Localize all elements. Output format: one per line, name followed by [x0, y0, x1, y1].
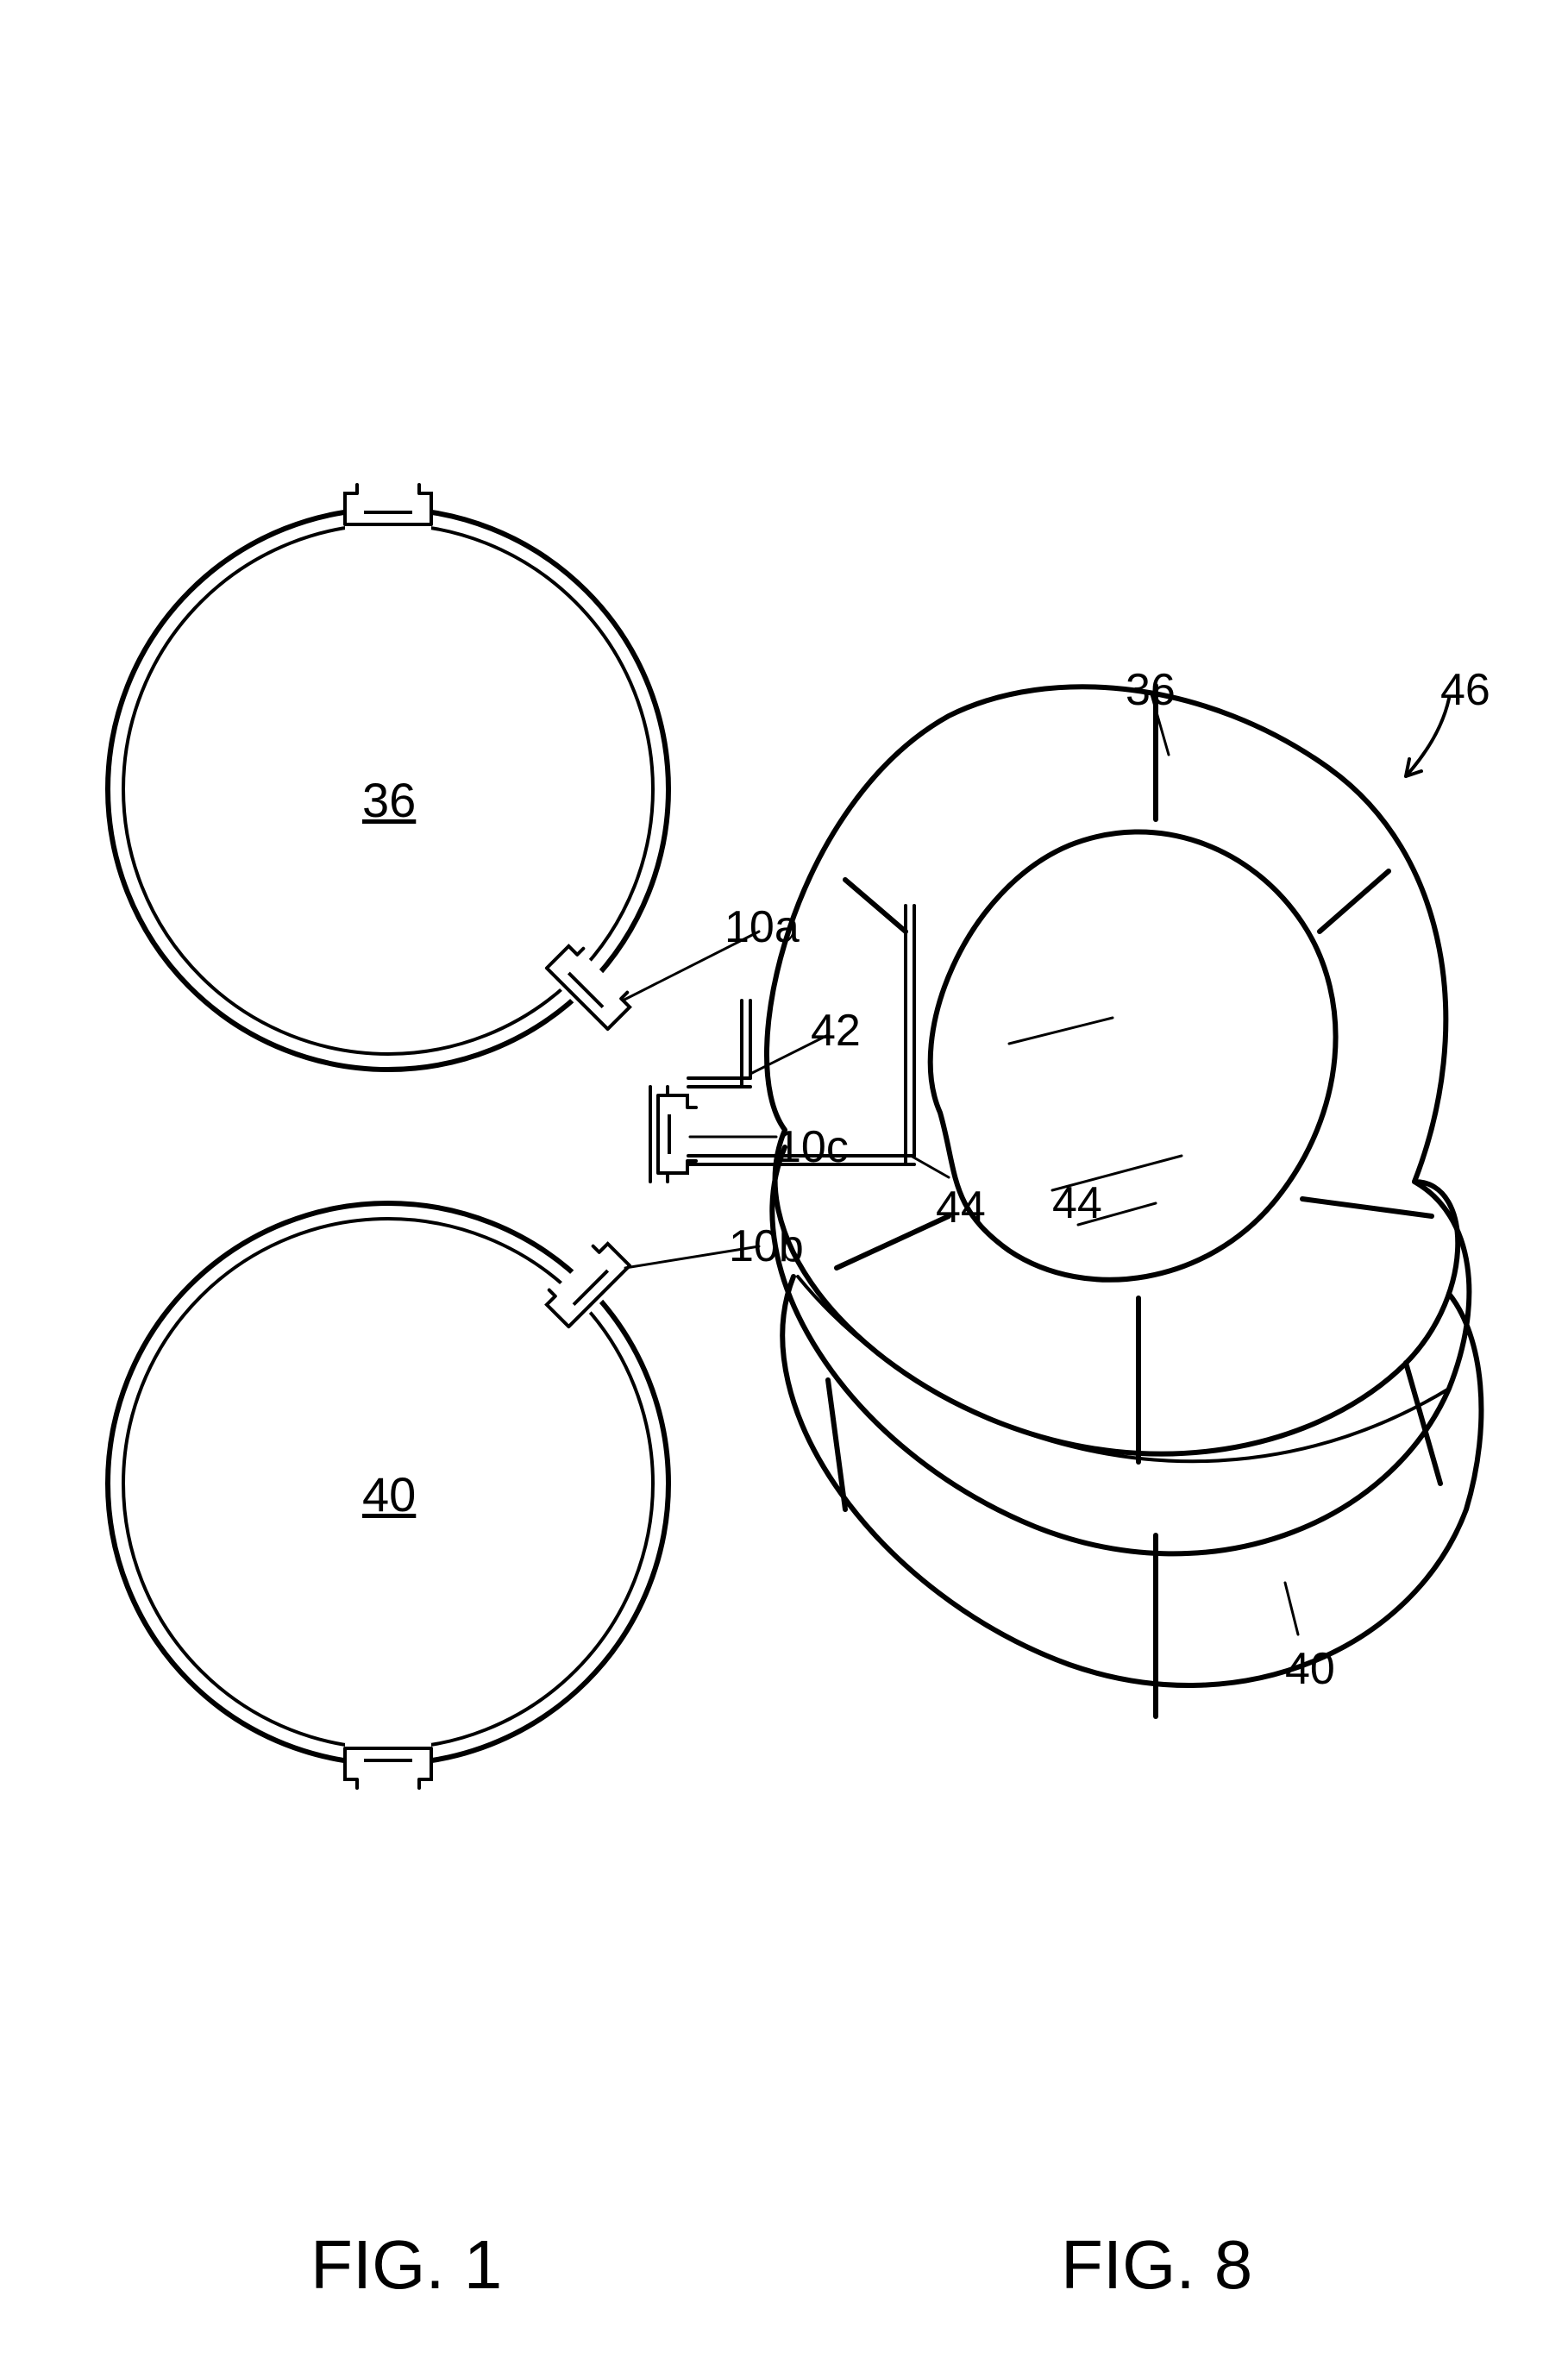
fig1-label-42: 42	[811, 1005, 861, 1057]
fig1-caption: FIG. 1	[310, 2225, 502, 2305]
fig8-label-46: 46	[1440, 664, 1490, 716]
fig1-label-36: 36	[362, 772, 416, 828]
fig1-label-10a: 10a	[724, 901, 800, 953]
fig8-caption: FIG. 8	[1061, 2225, 1252, 2305]
fig1-label-10c: 10c	[776, 1121, 849, 1173]
fig8-label-36: 36	[1126, 664, 1176, 716]
fig1-label-10b: 10b	[729, 1220, 804, 1272]
fig8-label-40: 40	[1285, 1643, 1335, 1695]
fig8-label-44: 44	[1052, 1177, 1102, 1229]
fig1-label-44: 44	[936, 1182, 986, 1233]
fig1-label-40: 40	[362, 1466, 416, 1522]
